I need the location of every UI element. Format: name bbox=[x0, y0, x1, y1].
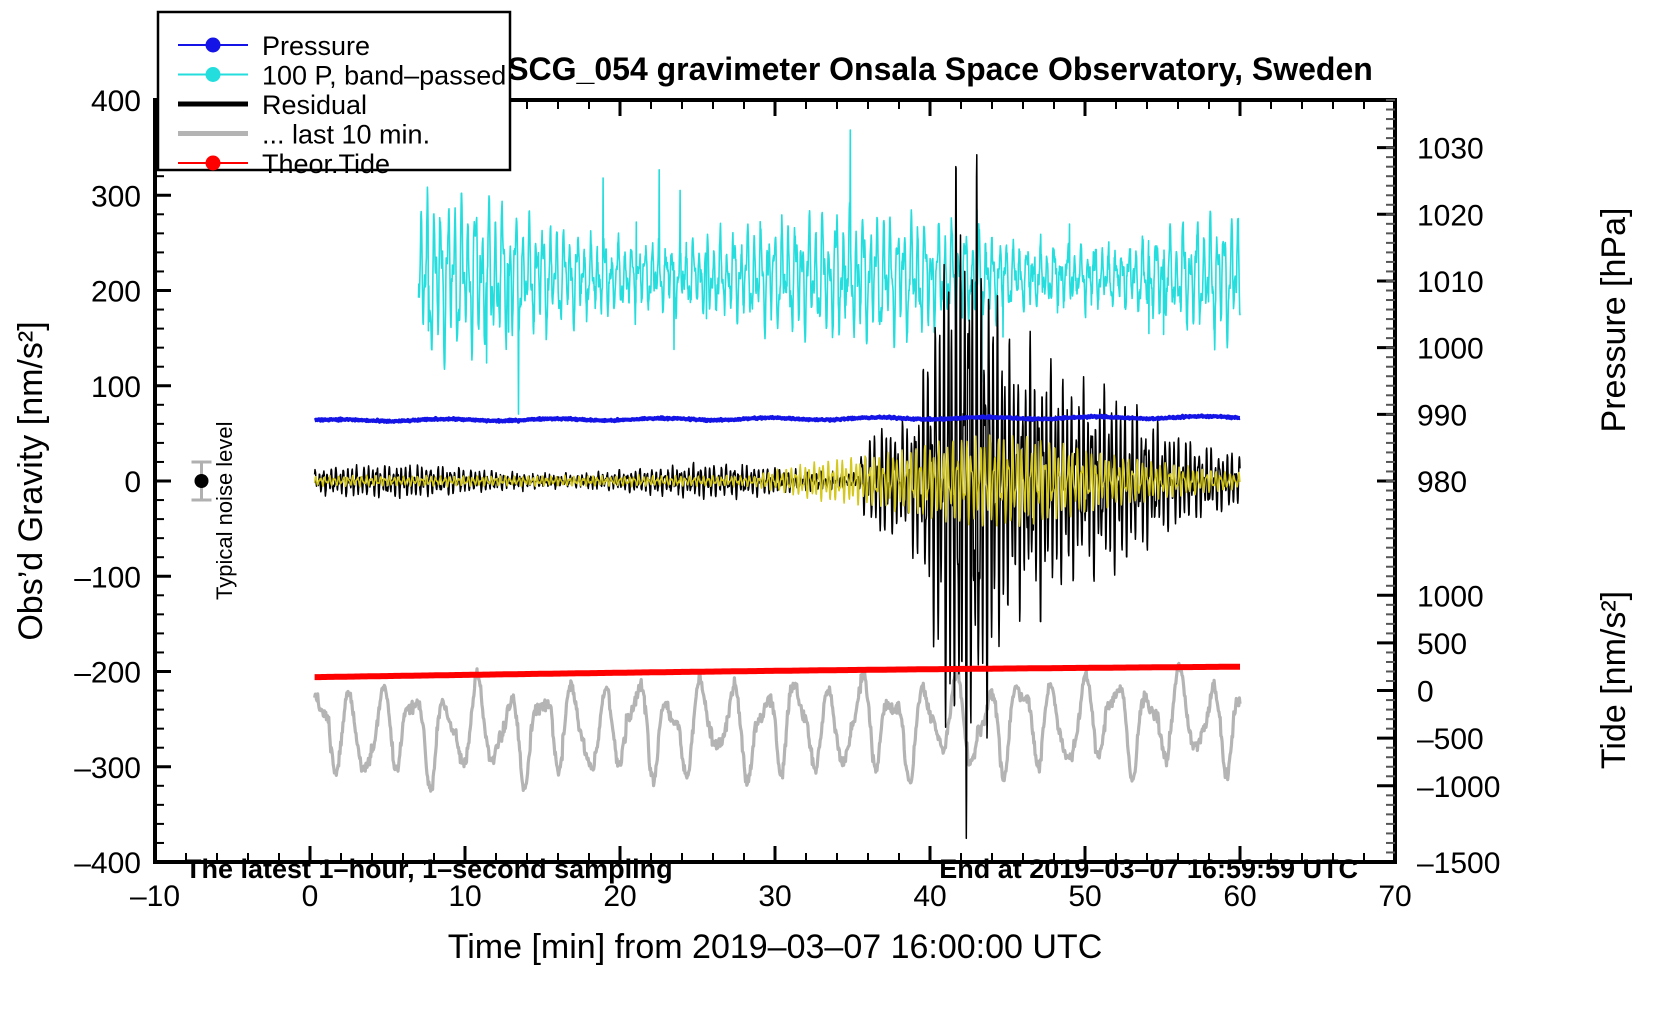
chart-title: SCG_054 gravimeter Onsala Space Observat… bbox=[507, 51, 1373, 87]
y-tick-label: –200 bbox=[74, 657, 141, 690]
y-axis-left-title: Obs’d Gravity [nm/s²] bbox=[12, 321, 50, 640]
x-tick-label: 10 bbox=[448, 880, 481, 913]
legend-marker bbox=[205, 67, 221, 82]
trace-theoretical-tide bbox=[313, 663, 1242, 681]
legend-marker bbox=[205, 37, 221, 53]
typical-noise-level-label: Typical noise level bbox=[212, 421, 237, 600]
x-tick-label: 0 bbox=[302, 880, 319, 913]
legend-box bbox=[156, 10, 512, 172]
legend-item-label[interactable]: Pressure bbox=[262, 31, 370, 61]
y-tick-label: 400 bbox=[91, 85, 141, 118]
x-tick-label: 40 bbox=[913, 880, 946, 913]
y-tick-label: 100 bbox=[91, 371, 141, 404]
y-tick-label: 200 bbox=[91, 276, 141, 309]
pressure-tick-label: 1020 bbox=[1417, 199, 1484, 232]
y-axis-tide: 1000 500 0 –500 –1000 –1500 bbox=[1377, 580, 1500, 880]
x-axis-title: Time [min] from 2019–03–07 16:00:00 UTC bbox=[448, 928, 1103, 966]
pressure-tick-label: 1030 bbox=[1417, 133, 1484, 166]
legend-item-label[interactable]: Theor.Tide bbox=[262, 149, 390, 179]
y-tick-label: –100 bbox=[74, 561, 141, 594]
x-axis: –10 0 10 20 30 40 50 60 70 bbox=[130, 100, 1412, 913]
tide-tick-label: 500 bbox=[1417, 628, 1467, 661]
x-tick-label: 70 bbox=[1378, 880, 1411, 913]
legend-item-label[interactable]: ... last 10 min. bbox=[262, 120, 430, 150]
typical-noise-level-marker bbox=[191, 460, 212, 502]
tide-tick-label: –1000 bbox=[1417, 771, 1500, 804]
pressure-tick-label: 980 bbox=[1417, 466, 1467, 499]
noise-point bbox=[194, 474, 209, 488]
tide-tick-label: 0 bbox=[1417, 676, 1434, 709]
trace-band-passed-pressure bbox=[417, 129, 1241, 415]
x-tick-label: 30 bbox=[758, 880, 791, 913]
annotation-sampling: The latest 1–hour, 1–second sampling bbox=[185, 854, 673, 884]
tide-tick-label: –500 bbox=[1417, 723, 1484, 756]
y-axis-left: 400 300 200 100 0 –100 –200 –300 –400 bbox=[74, 85, 171, 880]
x-tick-label: 20 bbox=[603, 880, 636, 913]
y-axis-pressure-title: Pressure [hPa] bbox=[1595, 208, 1633, 433]
x-tick-label: –10 bbox=[130, 880, 180, 913]
annotation-end-time: End at 2019–03–07 16:59:59 UTC bbox=[939, 854, 1358, 884]
trace-yellow-overlay bbox=[313, 434, 1241, 527]
y-axis-pressure: 1030 1020 1010 1000 990 980 bbox=[1377, 99, 1484, 863]
y-tick-label: –300 bbox=[74, 752, 141, 785]
y-tick-label: 300 bbox=[91, 180, 141, 213]
x-tick-label: 50 bbox=[1068, 880, 1101, 913]
x-tick-label: 60 bbox=[1223, 880, 1256, 913]
tide-tick-label: –1500 bbox=[1417, 847, 1500, 880]
y-tick-label: –400 bbox=[74, 847, 141, 880]
legend-item-label[interactable]: Residual bbox=[262, 90, 367, 120]
pressure-tick-label: 1010 bbox=[1417, 266, 1484, 299]
data-traces bbox=[313, 129, 1242, 840]
y-axis-tide-title: Tide [nm/s²] bbox=[1595, 591, 1633, 769]
legend-marker bbox=[205, 155, 221, 171]
pressure-tick-label: 1000 bbox=[1417, 333, 1484, 366]
pressure-tick-label: 990 bbox=[1417, 399, 1467, 432]
tide-tick-label: 1000 bbox=[1417, 580, 1484, 613]
legend-item-label[interactable]: 100 P, band–passed bbox=[262, 61, 506, 91]
trace-last-10-min bbox=[313, 661, 1242, 793]
trace-residual bbox=[313, 154, 1241, 840]
trace-pressure bbox=[313, 413, 1242, 424]
y-tick-label: 0 bbox=[124, 466, 141, 499]
